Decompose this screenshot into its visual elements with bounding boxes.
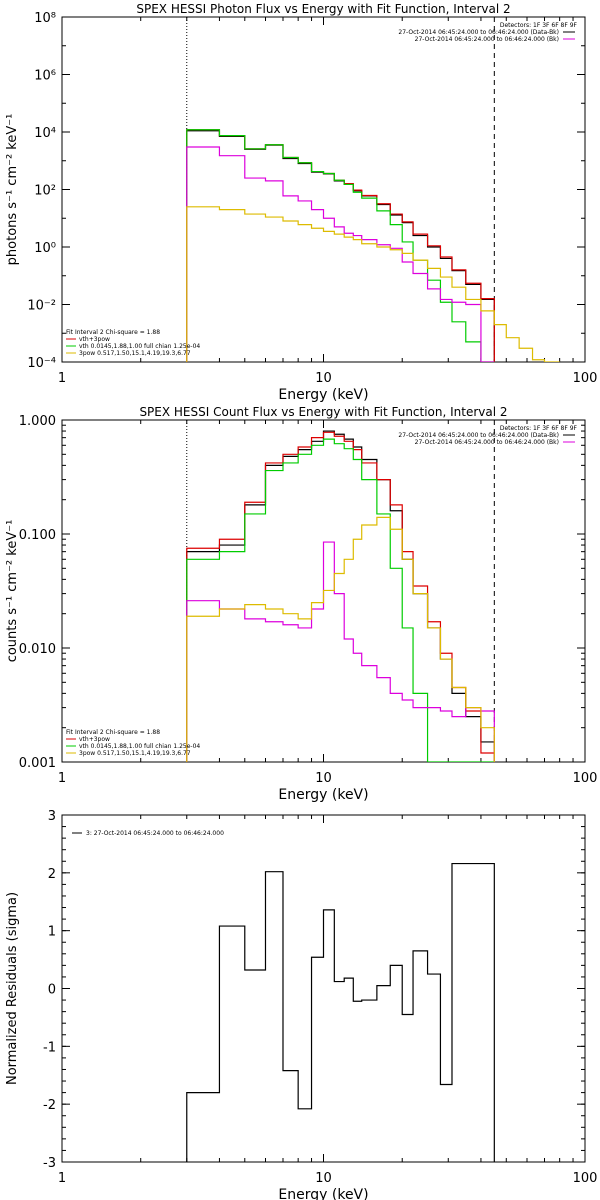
series-3pow [186,516,495,762]
legend-fit-entry: vth 0.0145,1.88,1.00 full chian 1.25e-04 [79,343,200,350]
x-tick-label: 100 [573,771,598,786]
series-vth-3pow [186,129,495,362]
chart-panel-3 [61,814,586,1163]
y-tick-label: 1 [48,925,56,940]
legend-top-entry: 27-Oct-2014 06:45:24.000 to 06:46:24.000… [415,439,559,446]
y-tick-label: -1 [43,1040,56,1055]
legend-top-entry: 27-Oct-2014 06:45:24.000 to 06:46:24.000… [415,36,559,43]
legend-fit-entry: vth 0.0145,1.88,1.00 full chian 1.25e-04 [79,743,200,750]
series-bk [186,146,495,362]
series-bk [186,541,495,762]
x-tick-label: 10 [315,1171,332,1186]
x-axis-label: Energy (keV) [278,787,368,803]
legend-fit-entry: vth+3pow [79,736,110,743]
x-tick-label: 10 [315,371,332,386]
x-tick-label: 100 [573,371,598,386]
y-tick-label: 10⁶ [34,69,56,84]
y-tick-label: -2 [43,1098,56,1113]
series-data-bk [186,130,495,362]
series-3-27-oct-2014-06-45-24-000-to-06-46-24-000 [186,862,495,1162]
y-tick-label: 10⁻⁴ [27,356,56,371]
x-tick-label: 1 [58,771,66,786]
chart-panel-2 [61,419,586,763]
series-3pow [186,206,560,362]
y-tick-label: 10⁰ [34,241,56,256]
series-vth [186,129,495,362]
y-axis-label: photons s⁻¹ cm⁻² keV⁻¹ [5,114,20,266]
y-tick-label: 10² [34,184,56,199]
x-tick-label: 10 [315,771,332,786]
y-tick-label: 10⁻² [27,299,56,314]
x-tick-label: 1 [58,371,66,386]
legend-top-header: Detectors: 1F 3F 6F 8F 9F [500,22,578,29]
legend-fit-entry: 3pow 0.517,1.50,15.1,4.19,19.3,6.77 [79,750,191,757]
y-tick-label: 2 [48,867,56,882]
y-tick-label: 3 [48,809,56,824]
y-tick-label: -3 [43,1156,56,1171]
legend-top-entry: 27-Oct-2014 06:45:24.000 to 06:46:24.000… [398,432,559,439]
y-tick-label: 0.001 [19,756,56,771]
y-tick-label: 10⁸ [34,11,56,26]
legend-fit-header: Fit Interval 2 Chi-square = 1.88 [66,329,160,336]
chart-title: SPEX HESSI Count Flux vs Energy with Fit… [139,405,507,419]
y-axis-label: counts s⁻¹ cm⁻² keV⁻¹ [5,520,20,663]
legend-top-entry: 27-Oct-2014 06:45:24.000 to 06:46:24.000… [398,29,559,36]
series-data-bk [186,430,495,762]
y-tick-label: 0.010 [19,642,56,657]
x-axis-label: Energy (keV) [278,1187,368,1200]
legend-top-header: Detectors: 1F 3F 6F 8F 9F [500,425,578,432]
y-tick-label: 0 [48,983,56,998]
plot-frame [61,814,586,1163]
chart-title: SPEX HESSI Photon Flux vs Energy with Fi… [136,2,510,16]
y-tick-label: 10⁴ [34,126,56,141]
y-axis-label: Normalized Residuals (sigma) [5,892,20,1085]
chart-panel-1 [61,16,586,363]
y-tick-label: 1.000 [19,414,56,429]
legend-fit-entry: vth+3pow [79,336,110,343]
x-tick-label: 100 [573,1171,598,1186]
series-vth-3pow [186,431,495,762]
x-axis-label: Energy (keV) [278,387,368,403]
legend-top-entry: 3: 27-Oct-2014 06:45:24.000 to 06:46:24.… [86,830,224,837]
y-tick-label: 0.100 [19,528,56,543]
legend-fit-header: Fit Interval 2 Chi-square = 1.88 [66,729,160,736]
x-tick-label: 1 [58,1171,66,1186]
plot-frame [61,16,586,363]
series-vth [186,438,495,762]
legend-fit-entry: 3pow 0.517,1.50,15.1,4.19,19.3,6.77 [79,350,191,357]
